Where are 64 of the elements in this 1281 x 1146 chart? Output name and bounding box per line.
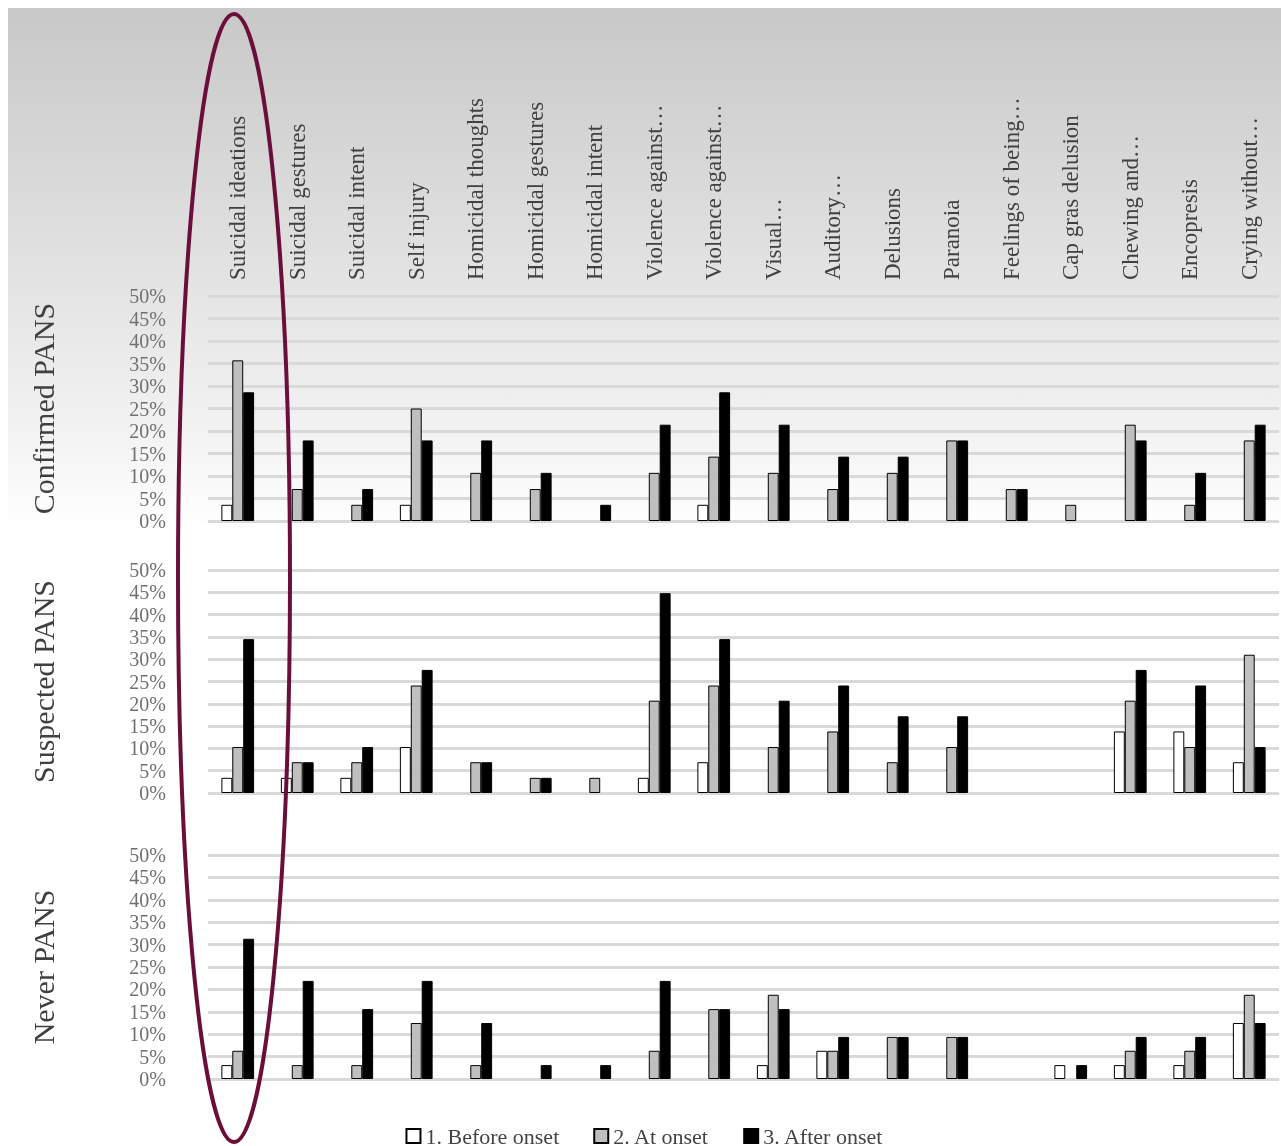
x-tick-label: Paranoia	[939, 199, 965, 280]
y-tick-label: 25%	[129, 956, 166, 978]
x-tick-label: Cap gras delusion	[1058, 114, 1084, 280]
bar	[589, 777, 601, 793]
y-tick-label: 25%	[129, 670, 166, 693]
x-tick-label: Violence against…	[701, 104, 727, 280]
legend-label: 2. At onset	[613, 1123, 708, 1146]
x-tick-label: Visual…	[760, 198, 786, 280]
y-tick-label: 10%	[129, 737, 166, 760]
y-tick-label: 15%	[129, 715, 166, 738]
x-tick-label: Homicidal intent	[582, 124, 608, 280]
y-axis-title: Never PANS	[26, 889, 60, 1045]
y-tick-label: 45%	[129, 866, 166, 889]
bar	[1054, 1065, 1066, 1079]
y-axis-title: Suspected PANS	[26, 579, 60, 784]
legend-label: 1. Before onset	[425, 1123, 560, 1146]
y-tick-label: 50%	[129, 285, 166, 307]
y-tick-label: 0%	[139, 782, 166, 804]
bar	[540, 1065, 552, 1079]
y-tick-label: 40%	[129, 888, 166, 911]
x-tick-label: Self injury	[403, 181, 429, 280]
y-tick-label: 40%	[129, 330, 166, 352]
y-tick-label: 5%	[139, 759, 166, 782]
bar	[600, 1065, 612, 1079]
y-tick-label: 0%	[139, 1068, 166, 1090]
x-tick-label: Feelings of being…	[998, 97, 1024, 280]
y-tick-label: 15%	[129, 1000, 166, 1023]
y-tick-label: 5%	[139, 1045, 166, 1068]
y-tick-label: 35%	[129, 911, 166, 934]
x-tick-label: Suicidal ideations	[225, 115, 251, 280]
y-tick-label: 15%	[129, 442, 166, 465]
y-tick-label: 45%	[129, 307, 166, 330]
bar	[1076, 1065, 1088, 1079]
y-tick-label: 45%	[129, 581, 166, 604]
y-tick-label: 30%	[129, 933, 166, 956]
y-tick-label: 30%	[129, 375, 166, 397]
y-tick-label: 20%	[129, 420, 166, 442]
y-tick-label: 10%	[129, 465, 166, 487]
y-tick-label: 20%	[129, 692, 166, 715]
y-tick-label: 0%	[139, 510, 166, 532]
y-tick-label: 50%	[129, 844, 166, 866]
x-tick-label: Homicidal gestures	[522, 101, 548, 280]
y-tick-label: 40%	[129, 603, 166, 626]
y-tick-label: 25%	[129, 397, 166, 420]
x-tick-label: Auditory…	[820, 173, 846, 280]
y-tick-label: 35%	[129, 352, 166, 375]
x-tick-label: Delusions	[879, 187, 905, 280]
y-tick-label: 30%	[129, 648, 166, 671]
y-tick-label: 10%	[129, 1023, 166, 1046]
x-tick-label: Suicidal gestures	[284, 123, 310, 280]
y-axis-title: Confirmed PANS	[26, 302, 60, 515]
x-tick-label: Chewing and…	[1117, 134, 1143, 280]
x-tick-label: Violence against…	[641, 104, 667, 280]
y-tick-label: 5%	[139, 487, 166, 510]
x-tick-label: Encopresis	[1177, 179, 1203, 280]
x-tick-label: Crying without…	[1236, 117, 1262, 280]
bar	[600, 504, 612, 521]
y-tick-label: 20%	[129, 978, 166, 1001]
legend-label: 3. After onset	[763, 1123, 883, 1146]
y-tick-label: 35%	[129, 625, 166, 648]
x-tick-label: Homicidal thoughts	[463, 97, 489, 280]
bar	[1065, 504, 1077, 521]
x-tick-label: Suicidal intent	[344, 145, 370, 280]
y-tick-label: 50%	[129, 559, 166, 581]
